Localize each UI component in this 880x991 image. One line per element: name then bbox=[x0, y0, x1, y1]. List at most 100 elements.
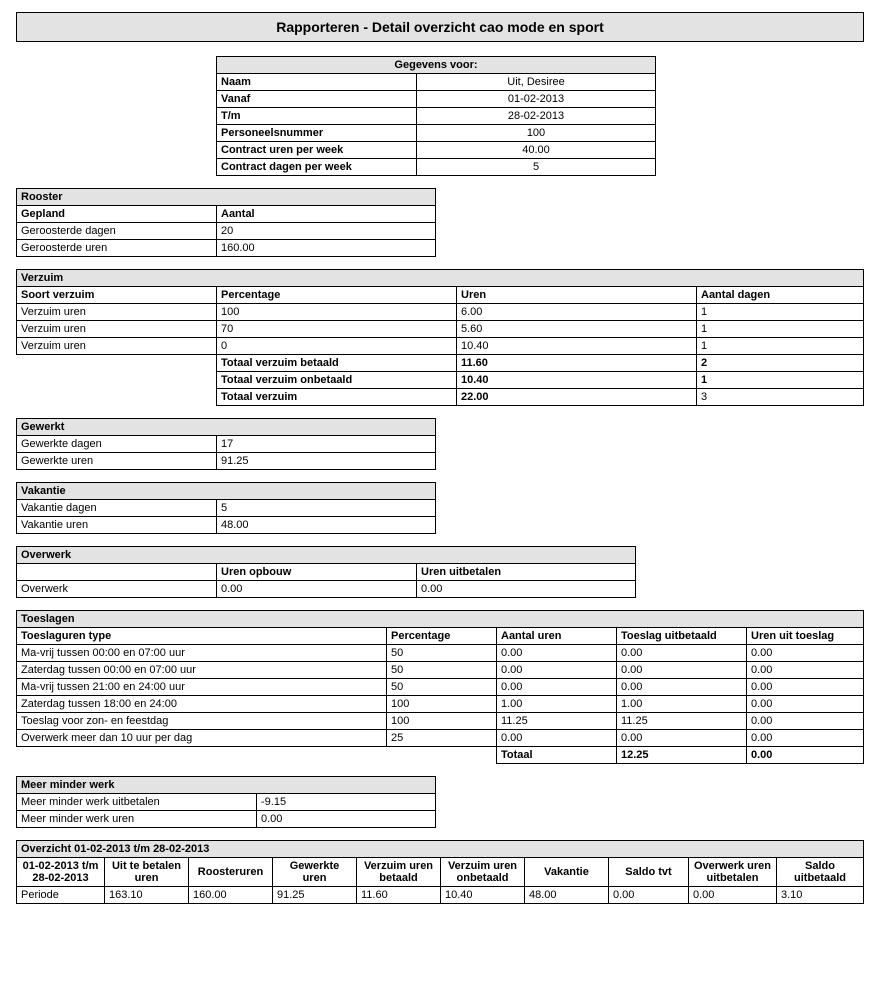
cell: 0.00 bbox=[617, 662, 747, 679]
info-header: Gegevens voor: bbox=[217, 57, 656, 74]
gewerkt-label: Gewerkte dagen bbox=[17, 436, 217, 453]
cell: 1 bbox=[697, 372, 864, 389]
overzicht-table: Overzicht 01-02-2013 t/m 28-02-2013 01-0… bbox=[16, 840, 864, 904]
cell: 163.10 bbox=[105, 887, 189, 904]
mm-label: Meer minder werk uitbetalen bbox=[17, 794, 257, 811]
cell: Overwerk meer dan 10 uur per dag bbox=[17, 730, 387, 747]
gewerkt-value: 17 bbox=[217, 436, 436, 453]
info-value: Uit, Desiree bbox=[417, 74, 656, 91]
rooster-label: Geroosterde uren bbox=[17, 240, 217, 257]
ov-h2: Uit te betalenuren bbox=[105, 858, 189, 887]
ov-h5: Verzuim urenbetaald bbox=[357, 858, 441, 887]
cell: Zaterdag tussen 18:00 en 24:00 bbox=[17, 696, 387, 713]
cell: 50 bbox=[387, 662, 497, 679]
info-label: Personeelsnummer bbox=[217, 125, 417, 142]
cell: 0 bbox=[217, 338, 457, 355]
cell: 50 bbox=[387, 679, 497, 696]
info-value: 28-02-2013 bbox=[417, 108, 656, 125]
info-value: 5 bbox=[417, 159, 656, 176]
cell: 100 bbox=[387, 696, 497, 713]
rooster-value: 160.00 bbox=[217, 240, 436, 257]
cell: 10.40 bbox=[457, 372, 697, 389]
info-value: 40.00 bbox=[417, 142, 656, 159]
cell: 0.00 bbox=[747, 713, 864, 730]
overwerk-table: Overwerk Uren opbouwUren uitbetalen Over… bbox=[16, 546, 636, 598]
mm-label: Meer minder werk uren bbox=[17, 811, 257, 828]
cell: Totaal verzuim onbetaald bbox=[217, 372, 457, 389]
cell: 11.60 bbox=[457, 355, 697, 372]
overwerk-title: Overwerk bbox=[17, 547, 636, 564]
cell: 0.00 bbox=[609, 887, 689, 904]
gewerkt-table: Gewerkt Gewerkte dagen17 Gewerkte uren91… bbox=[16, 418, 436, 470]
rooster-value: 20 bbox=[217, 223, 436, 240]
cell: 10.40 bbox=[457, 338, 697, 355]
verzuim-table: Verzuim Soort verzuim Percentage Uren Aa… bbox=[16, 269, 864, 406]
cell: 0.00 bbox=[497, 645, 617, 662]
cell: 1 bbox=[697, 304, 864, 321]
vakantie-label: Vakantie uren bbox=[17, 517, 217, 534]
cell: 10.40 bbox=[441, 887, 525, 904]
gewerkt-value: 91.25 bbox=[217, 453, 436, 470]
toeslagen-h1: Toeslaguren type bbox=[17, 628, 387, 645]
cell: 0.00 bbox=[617, 730, 747, 747]
cell: 0.00 bbox=[497, 679, 617, 696]
cell: 11.60 bbox=[357, 887, 441, 904]
info-label: Naam bbox=[217, 74, 417, 91]
cell: 100 bbox=[217, 304, 457, 321]
ov-h3: Roosteruren bbox=[189, 858, 273, 887]
cell: Totaal bbox=[497, 747, 617, 764]
verzuim-title: Verzuim bbox=[17, 270, 864, 287]
cell: 160.00 bbox=[189, 887, 273, 904]
cell: Verzuim uren bbox=[17, 304, 217, 321]
vakantie-label: Vakantie dagen bbox=[17, 500, 217, 517]
ov-h4: Gewerkte uren bbox=[273, 858, 357, 887]
cell: 11.25 bbox=[497, 713, 617, 730]
cell: 3 bbox=[697, 389, 864, 406]
cell: 0.00 bbox=[747, 679, 864, 696]
verzuim-h3: Uren bbox=[457, 287, 697, 304]
ov-h8: Saldo tvt bbox=[609, 858, 689, 887]
cell: 11.25 bbox=[617, 713, 747, 730]
mm-value: 0.00 bbox=[257, 811, 436, 828]
rooster-label: Geroosterde dagen bbox=[17, 223, 217, 240]
cell: 0.00 bbox=[747, 747, 864, 764]
rooster-col2: Aantal bbox=[217, 206, 436, 223]
overwerk-h3: Uren uitbetalen bbox=[417, 564, 636, 581]
cell: 1.00 bbox=[497, 696, 617, 713]
cell: 0.00 bbox=[497, 662, 617, 679]
cell: Periode bbox=[17, 887, 105, 904]
cell: Totaal verzuim bbox=[217, 389, 457, 406]
cell: 91.25 bbox=[273, 887, 357, 904]
cell: 1.00 bbox=[617, 696, 747, 713]
toeslagen-title: Toeslagen bbox=[17, 611, 864, 628]
verzuim-h4: Aantal dagen bbox=[697, 287, 864, 304]
cell: 1 bbox=[697, 338, 864, 355]
verzuim-h1: Soort verzuim bbox=[17, 287, 217, 304]
rooster-title: Rooster bbox=[17, 189, 436, 206]
ov-h1: 01-02-2013 t/m28-02-2013 bbox=[17, 858, 105, 887]
ov-h10: Saldouitbetaald bbox=[777, 858, 864, 887]
cell: 3.10 bbox=[777, 887, 864, 904]
toeslagen-h4: Toeslag uitbetaald bbox=[617, 628, 747, 645]
meerminder-table: Meer minder werk Meer minder werk uitbet… bbox=[16, 776, 436, 828]
cell: Totaal verzuim betaald bbox=[217, 355, 457, 372]
info-table: Gegevens voor: NaamUit, Desiree Vanaf01-… bbox=[216, 56, 656, 176]
cell: Verzuim uren bbox=[17, 338, 217, 355]
cell: 1 bbox=[697, 321, 864, 338]
vakantie-title: Vakantie bbox=[17, 483, 436, 500]
cell: 25 bbox=[387, 730, 497, 747]
cell: 6.00 bbox=[457, 304, 697, 321]
cell: 0.00 bbox=[617, 645, 747, 662]
cell: 0.00 bbox=[747, 730, 864, 747]
page-title: Rapporteren - Detail overzicht cao mode … bbox=[16, 12, 864, 42]
cell: Zaterdag tussen 00:00 en 07:00 uur bbox=[17, 662, 387, 679]
cell: Toeslag voor zon- en feestdag bbox=[17, 713, 387, 730]
overwerk-h2: Uren opbouw bbox=[217, 564, 417, 581]
cell: 12.25 bbox=[617, 747, 747, 764]
cell: Ma-vrij tussen 21:00 en 24:00 uur bbox=[17, 679, 387, 696]
cell: Ma-vrij tussen 00:00 en 07:00 uur bbox=[17, 645, 387, 662]
cell: 48.00 bbox=[525, 887, 609, 904]
rooster-table: Rooster GeplandAantal Geroosterde dagen2… bbox=[16, 188, 436, 257]
cell: 70 bbox=[217, 321, 457, 338]
info-value: 100 bbox=[417, 125, 656, 142]
